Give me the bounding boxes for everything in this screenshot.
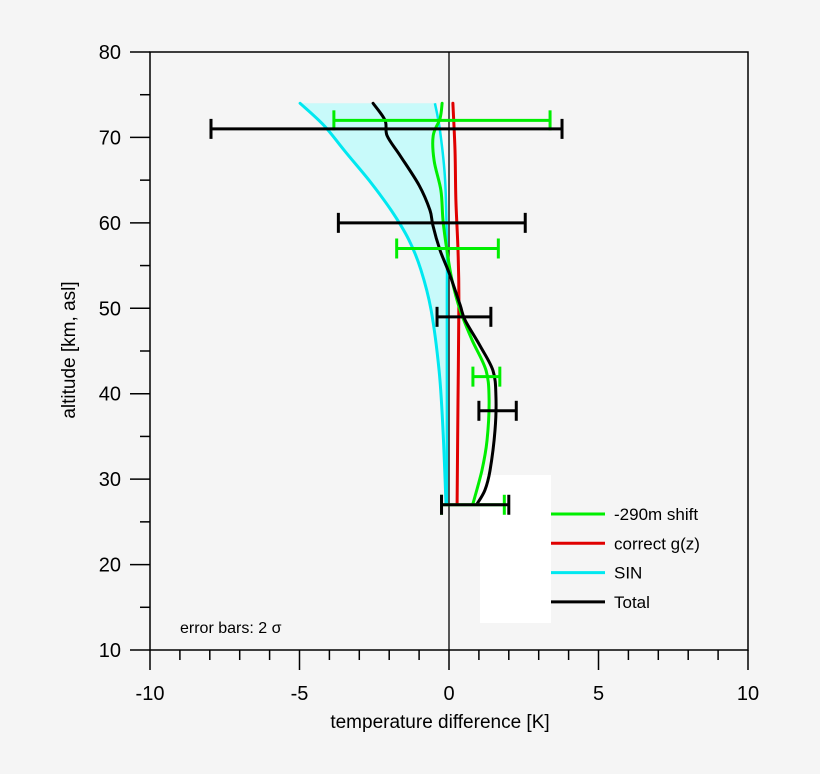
- x-tick-label: 5: [593, 683, 604, 705]
- y-tick-label: 40: [99, 384, 121, 406]
- x-axis: -10 -5 0 5 10: [136, 650, 759, 705]
- x-tick-label: -10: [136, 683, 165, 705]
- legend-background-patch: [480, 475, 551, 623]
- legend-label: Total: [614, 593, 650, 612]
- y-axis: 10 20 30 40 50 60 70 80: [99, 42, 150, 662]
- series-line-correct-g-z-: [451, 101, 461, 506]
- error-bars: [209, 110, 564, 515]
- series-lines: [298, 101, 498, 506]
- x-tick-label: 10: [737, 683, 759, 705]
- y-tick-label: 60: [99, 213, 121, 235]
- legend-item: -290m shift: [551, 505, 698, 524]
- legend-label: -290m shift: [614, 505, 698, 524]
- x-axis-title: temperature difference [K]: [330, 712, 549, 733]
- sin-uncertainty-band: [300, 103, 449, 504]
- legend-label: SIN: [614, 564, 642, 583]
- sin-band-fill: [300, 103, 447, 504]
- y-tick-label: 20: [99, 555, 121, 577]
- y-tick-label: 70: [99, 127, 121, 149]
- legend-item: SIN: [551, 564, 642, 583]
- legend-item: Total: [551, 593, 650, 612]
- series-line-total: [371, 101, 498, 506]
- x-tick-label: -5: [291, 683, 309, 705]
- series-line-sin: [298, 101, 448, 506]
- legend: -290m shift correct g(z) SIN Total: [551, 505, 700, 612]
- legend-label: correct g(z): [614, 534, 700, 553]
- y-tick-label: 30: [99, 469, 121, 491]
- error-bars-annotation: error bars: 2 σ: [180, 620, 282, 637]
- y-axis-title: altitude [km, asl]: [59, 281, 80, 418]
- y-tick-label: 50: [99, 298, 121, 320]
- legend-item: correct g(z): [551, 534, 700, 553]
- y-tick-label: 10: [99, 640, 121, 662]
- y-tick-label: 80: [99, 42, 121, 64]
- x-tick-label: 0: [443, 683, 454, 705]
